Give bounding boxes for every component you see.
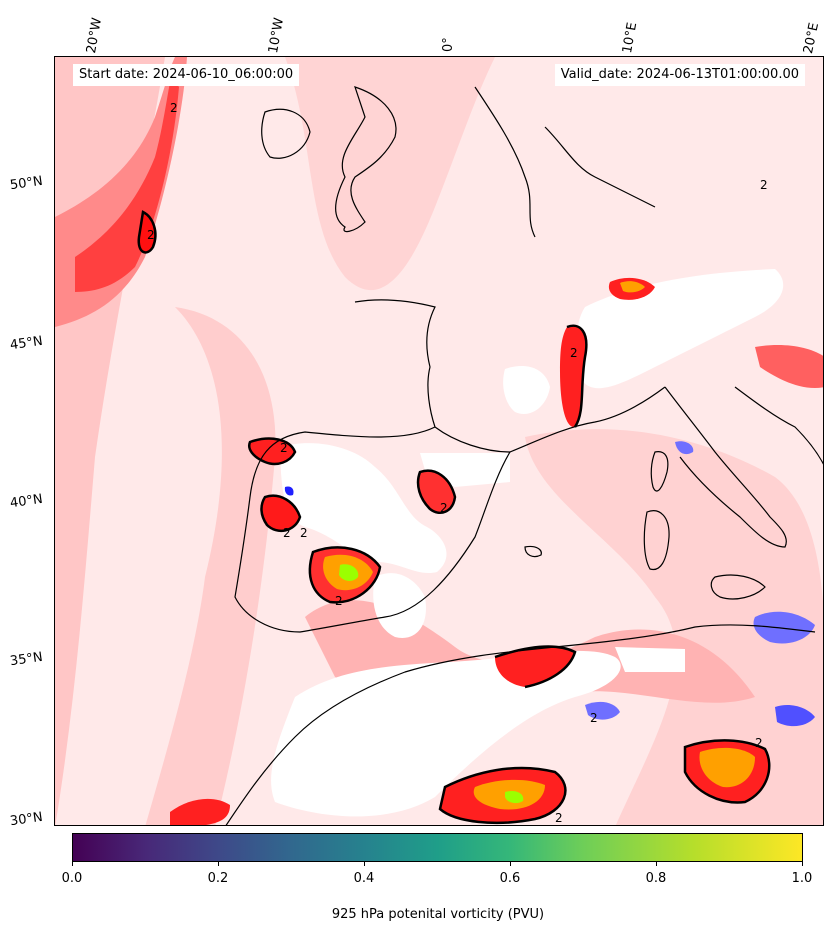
lon-label-10w: 10°W bbox=[266, 16, 288, 55]
coastline-north-africa bbox=[225, 624, 816, 825]
pv-2-label: 2 bbox=[555, 811, 563, 825]
pv-high-ebro bbox=[418, 470, 455, 513]
pv-2-label: 2 bbox=[170, 101, 178, 115]
lat-label-40n: 40°N bbox=[9, 491, 44, 512]
pv-negative-libya bbox=[775, 705, 815, 727]
pv-high-east-med bbox=[755, 345, 823, 388]
pv-2-contour-ebro bbox=[416, 469, 457, 514]
coastline-iberia bbox=[234, 426, 512, 633]
pv-field-atlantic-streak-core bbox=[75, 77, 179, 292]
pv-negative-adriatic bbox=[675, 441, 694, 455]
coastline-baltic bbox=[544, 126, 656, 208]
pv-negative-libya-west bbox=[585, 701, 620, 720]
colorbar-tick-label: 0.4 bbox=[353, 871, 375, 886]
pv-2-label: 2 bbox=[590, 711, 598, 725]
coastline-italy bbox=[664, 386, 787, 548]
terrain-mask-massif bbox=[503, 366, 550, 415]
coastline-mediterranean-france bbox=[509, 386, 666, 453]
pv-2-label: 2 bbox=[280, 441, 288, 455]
coastline-adriatic bbox=[734, 386, 823, 465]
lon-label-10e: 10°E bbox=[620, 21, 641, 55]
coastlines bbox=[225, 86, 823, 825]
pv-2-contours bbox=[137, 210, 771, 825]
coastline-sardinia bbox=[643, 510, 670, 571]
colorbar-tick bbox=[364, 862, 365, 866]
colorbar-tick-label: 0.0 bbox=[61, 871, 83, 886]
coastline-balearic bbox=[524, 545, 542, 558]
terrain-mask-atlas-east bbox=[615, 647, 685, 672]
colorbar-tick bbox=[510, 862, 511, 866]
terrain-mask-iberia-south bbox=[373, 573, 426, 638]
colorbar-tick bbox=[72, 862, 73, 866]
colorbar-tick bbox=[218, 862, 219, 866]
pv-green-africa-sahara bbox=[505, 791, 524, 804]
terrain-mask-iberia bbox=[280, 443, 447, 574]
pv-2-label: 2 bbox=[755, 736, 763, 750]
lon-label-0: 0° bbox=[441, 37, 456, 52]
pv-2-contour-north-africa bbox=[494, 645, 577, 689]
pv-2-contour-labels: 2 2 2 2 2 2 2 2 2 2 2 2 bbox=[147, 101, 768, 825]
lat-label-30n: 30°N bbox=[9, 809, 44, 830]
pv-high-north-africa bbox=[495, 646, 575, 687]
lat-label-45n: 45°N bbox=[9, 333, 44, 354]
pv-negative-iberia bbox=[284, 486, 294, 496]
pv-2-label: 2 bbox=[300, 526, 308, 540]
pv-2-contour-libya bbox=[683, 739, 771, 804]
pv-field-light-red bbox=[285, 57, 495, 291]
colorbar-title: 925 hPa potenital vorticity (PVU) bbox=[331, 907, 545, 922]
pv-2-label: 2 bbox=[147, 228, 155, 242]
pv-2-label: 2 bbox=[283, 526, 291, 540]
pv-2-contour-iberia-nw bbox=[248, 437, 297, 466]
pv-field-light-red bbox=[145, 307, 276, 825]
colorbar-tick bbox=[802, 862, 803, 866]
pv-green-iberia-s bbox=[339, 564, 359, 581]
lat-label-50n: 50°N bbox=[9, 173, 44, 194]
colorbar-tick-label: 1.0 bbox=[791, 871, 813, 886]
colorbar-tick-label: 0.6 bbox=[499, 871, 521, 886]
pv-2-contour-atlantic bbox=[137, 210, 157, 254]
coastline-sicily bbox=[710, 574, 766, 600]
colorbar-tick-label: 0.2 bbox=[207, 871, 229, 886]
coastline-ireland bbox=[261, 108, 311, 159]
pv-2-contour-iberia-w bbox=[260, 494, 302, 533]
pv-orange-alps-north bbox=[620, 281, 645, 293]
pv-2-contour-sahara bbox=[438, 766, 567, 825]
pv-2-contour-alps bbox=[566, 324, 588, 428]
coastline-france-atlantic bbox=[354, 299, 436, 428]
pv-high-iberia-w bbox=[261, 495, 300, 531]
pv-field-light-red bbox=[525, 429, 823, 825]
lon-label-20w: 20°W bbox=[84, 16, 106, 55]
colorbar-tick-label: 0.8 bbox=[645, 871, 667, 886]
pv-2-label: 2 bbox=[335, 594, 343, 608]
pv-high-sw-corner bbox=[170, 798, 230, 825]
lat-label-35n: 35°N bbox=[9, 649, 44, 670]
pv-2-label: 2 bbox=[760, 178, 768, 192]
coastline-north-sea bbox=[474, 86, 536, 238]
colorbar-tick bbox=[656, 862, 657, 866]
pv-2-label: 2 bbox=[440, 501, 448, 515]
pv-field-map: 2 2 2 2 2 2 2 2 2 2 2 2 bbox=[55, 57, 823, 825]
lon-label-20e: 20°E bbox=[801, 21, 823, 56]
valid-date-label: Valid_date: 2024-06-13T01:00:00.00 bbox=[554, 64, 805, 86]
pv-orange-libya bbox=[699, 747, 755, 788]
pv-negative-tunisia bbox=[753, 611, 815, 644]
start-date-label: Start date: 2024-06-10_06:00:00 bbox=[73, 64, 300, 86]
pv-high-iberia-nw bbox=[249, 438, 295, 464]
terrain-mask-alps bbox=[576, 269, 784, 389]
coastline-corsica bbox=[650, 451, 669, 492]
map-panel[interactable]: 2 2 2 2 2 2 2 2 2 2 2 2 Start date: 2024… bbox=[54, 56, 824, 826]
coastline-british-isles bbox=[335, 86, 397, 233]
colorbar bbox=[72, 833, 803, 862]
pv-high-alps-west bbox=[560, 325, 587, 428]
pv-2-label: 2 bbox=[570, 346, 578, 360]
pv-2-contour-iberia-s bbox=[308, 546, 382, 604]
